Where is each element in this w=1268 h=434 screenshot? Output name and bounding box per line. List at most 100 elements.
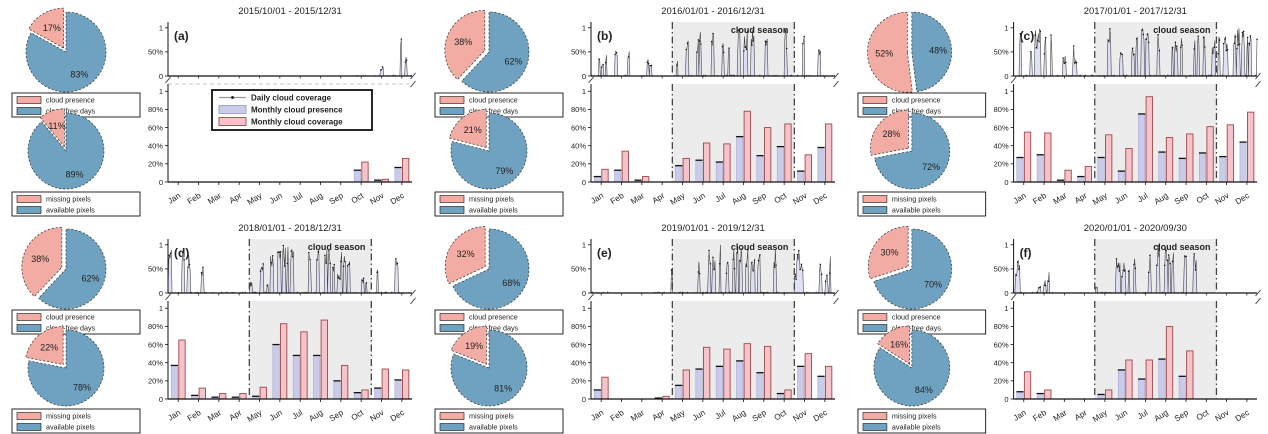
month-tick-label: Sep — [328, 191, 346, 207]
y-tick-label: 20% — [148, 377, 163, 386]
axis-break-mark — [1010, 76, 1017, 84]
bar-coverage — [1145, 359, 1153, 400]
y-tick-label: 0 — [159, 72, 163, 81]
month-tick-label: Jan — [589, 191, 605, 206]
pie-percent-label: 19% — [465, 341, 483, 351]
pie-legend-cloud: cloud presence cloud-free days — [857, 309, 987, 335]
panel-label: (d) — [174, 246, 189, 260]
y-tick-label: 50% — [148, 265, 163, 274]
pie-percent-label: 28% — [882, 129, 900, 139]
bar-coverage — [784, 389, 792, 400]
pie-legend-swatch — [16, 206, 42, 214]
month-tick-label: Apr — [651, 408, 667, 423]
month-tick-label: Aug — [730, 191, 748, 207]
y-tick-label: 80% — [994, 105, 1009, 114]
y-tick-label: 50% — [994, 265, 1009, 274]
month-tick-label: Feb — [1031, 408, 1048, 423]
legend-item-label: Monthly cloud coverage — [251, 118, 343, 127]
pie-slice-cloud-presence — [867, 11, 913, 93]
pie-legend-label: available pixels — [469, 423, 518, 432]
bar-presence — [292, 355, 300, 400]
pie-legend-label: missing pixels — [892, 194, 937, 203]
bar-coverage — [824, 123, 833, 183]
month-tick-label: May — [1091, 191, 1110, 207]
bar-presence — [170, 365, 178, 400]
axis-break-mark — [1255, 72, 1261, 80]
y-tick-label: 1 — [159, 304, 163, 313]
legend-line-marker — [231, 96, 234, 99]
bar-coverage — [361, 389, 369, 400]
bar-presence — [1117, 170, 1125, 183]
bar-coverage — [1247, 111, 1255, 183]
pie-legend-label: cloud presence — [469, 313, 518, 322]
bar-presence — [695, 159, 703, 183]
pie-legend-swatch — [862, 107, 888, 115]
month-tick-label: Dec — [1234, 408, 1251, 423]
bar-coverage — [804, 353, 812, 400]
bar-coverage — [682, 369, 690, 400]
cloud-season-label: cloud season — [1153, 25, 1210, 35]
bar-presence — [817, 147, 825, 183]
month-tick-label: Jan — [166, 408, 182, 423]
pie-pixels: 28% 72% — [870, 109, 951, 190]
bar-presence — [1016, 157, 1024, 183]
pie-cloud: 17% 83% — [25, 7, 107, 93]
bar-presence — [695, 368, 703, 400]
pie-percent-label: 84% — [915, 385, 933, 395]
pie-pixels: 22% 78% — [25, 326, 105, 407]
pie-slice-missing-pixels — [877, 325, 911, 365]
y-tick-label: 50% — [571, 265, 586, 274]
month-tick-label: Dec — [389, 191, 406, 206]
month-tick-label: Sep — [328, 408, 346, 424]
month-tick-label: Dec — [389, 408, 406, 423]
y-tick-label: 80% — [571, 322, 586, 331]
bar-coverage — [401, 157, 410, 183]
pie-slice-missing-pixels — [450, 325, 487, 365]
y-tick-label: 60% — [994, 123, 1009, 132]
month-tick-label: Nov — [1214, 408, 1232, 424]
y-tick-label: 1 — [1004, 87, 1008, 96]
month-tick-label: Jul — [714, 191, 728, 204]
y-tick-label: 80% — [571, 105, 586, 114]
pie-percent-label: 83% — [70, 70, 88, 80]
bar-coverage — [702, 142, 711, 183]
pie-pixels: 21% 79% — [449, 109, 528, 190]
pie-legend-swatch — [16, 313, 42, 321]
bar-presence — [715, 366, 723, 400]
daily-coverage-area — [1013, 28, 1258, 76]
axis-break-mark — [833, 297, 839, 305]
month-tick-label: Apr — [228, 408, 244, 423]
pie-percent-label: 62% — [505, 57, 523, 67]
bar-presence — [797, 170, 805, 183]
pie-legend-swatch — [439, 423, 465, 431]
panel-title: 2016/01/01 - 2016/12/31 — [661, 6, 765, 17]
bar-coverage — [259, 386, 267, 400]
axis-break-mark — [1010, 293, 1017, 301]
bar-coverage — [601, 168, 609, 183]
pie-slice-missing-pixels — [870, 109, 909, 156]
bar-coverage — [1125, 147, 1133, 183]
bar-coverage — [601, 376, 609, 400]
legend-swatch — [218, 117, 247, 126]
month-tick-label: Jul — [1136, 191, 1150, 204]
bar-coverage — [320, 319, 328, 400]
y-tick-label: 40% — [994, 358, 1009, 367]
month-tick-label: Nov — [791, 191, 809, 207]
pie-slice-cloud-presence — [444, 9, 486, 80]
panel-label: (f) — [1020, 246, 1032, 260]
bar-coverage — [340, 364, 349, 400]
bar-coverage — [1044, 132, 1052, 183]
axis-break-mark — [1255, 297, 1261, 305]
month-tick-label: Apr — [228, 191, 244, 206]
bar-coverage — [1064, 169, 1072, 183]
pie-legend-swatch — [439, 324, 465, 332]
pie-slice-missing-pixels — [39, 108, 65, 148]
month-tick-label: Dec — [812, 408, 829, 423]
y-tick-label: 1 — [159, 24, 163, 33]
pie-legend-label: cloud-free days — [46, 324, 96, 333]
month-tick-label: Jul — [291, 408, 305, 421]
month-tick-label: Feb — [609, 408, 626, 423]
y-tick-label: 0 — [582, 178, 586, 187]
bar-coverage — [1186, 133, 1194, 183]
month-tick-label: Mar — [1052, 191, 1069, 206]
